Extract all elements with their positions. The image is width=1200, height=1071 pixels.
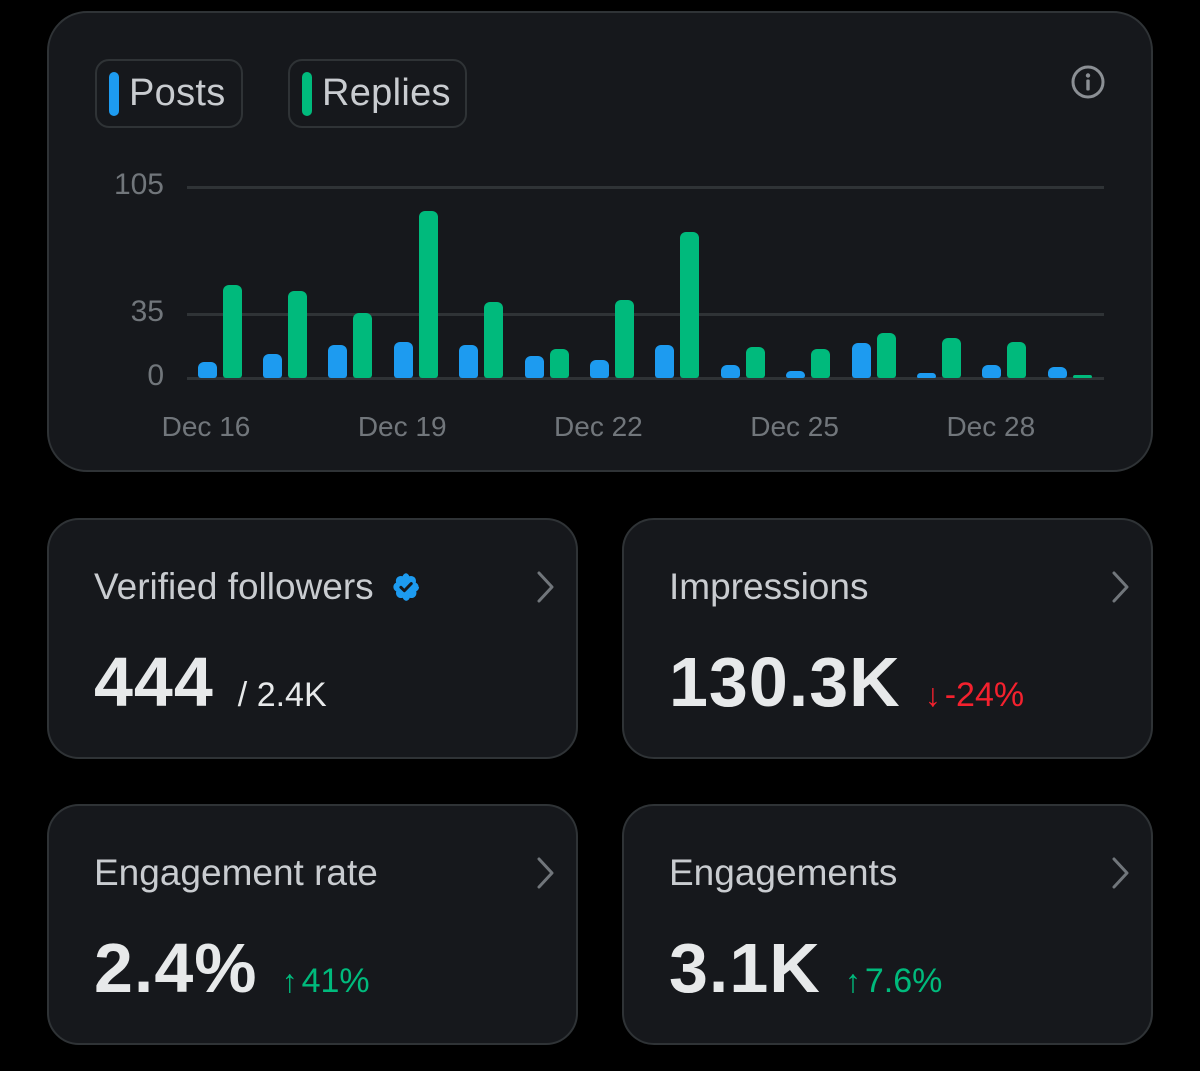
bar-posts[interactable] bbox=[851, 343, 871, 378]
info-icon[interactable] bbox=[1071, 65, 1105, 99]
bar-posts[interactable] bbox=[589, 359, 609, 378]
impressions-value: 130.3K bbox=[669, 643, 901, 721]
stat-card-engagement-rate[interactable]: Engagement rate 2.4% ↑ 41% bbox=[47, 804, 578, 1045]
bar-replies[interactable] bbox=[745, 347, 765, 378]
y-axis-tick-label: 35 bbox=[130, 295, 164, 329]
engagements-value: 3.1K bbox=[669, 929, 821, 1007]
bar-posts[interactable] bbox=[786, 370, 806, 378]
bar-posts[interactable] bbox=[393, 341, 413, 378]
bar-posts[interactable] bbox=[1047, 367, 1067, 378]
chevron-right-icon[interactable] bbox=[1111, 856, 1131, 890]
bar-posts[interactable] bbox=[720, 365, 740, 378]
bar-replies[interactable] bbox=[876, 332, 896, 378]
bar-replies[interactable] bbox=[941, 337, 961, 378]
bar-replies[interactable] bbox=[222, 285, 242, 378]
verified-followers-title: Verified followers bbox=[94, 566, 374, 607]
impressions-title: Impressions bbox=[669, 566, 869, 607]
bar-posts[interactable] bbox=[459, 345, 479, 378]
impressions-delta-text: -24% bbox=[944, 676, 1025, 714]
y-axis-tick-label: 105 bbox=[113, 168, 164, 201]
engagement-rate-delta-text: 41% bbox=[301, 962, 370, 1000]
chevron-right-icon[interactable] bbox=[536, 856, 556, 890]
bar-posts[interactable] bbox=[982, 365, 1002, 378]
impressions-delta: ↓ -24% bbox=[925, 676, 1024, 715]
legend-replies-label: Replies bbox=[322, 72, 451, 114]
stat-card-verified-followers[interactable]: Verified followers 444 / 2.4K bbox=[47, 518, 578, 759]
engagement-rate-title: Engagement rate bbox=[94, 852, 378, 893]
bar-replies[interactable] bbox=[549, 348, 569, 378]
bar-replies[interactable] bbox=[1072, 375, 1092, 378]
engagement-rate-delta: ↑ 41% bbox=[282, 962, 370, 1001]
legend-posts-label: Posts bbox=[129, 72, 226, 114]
bar-posts[interactable] bbox=[916, 372, 936, 378]
verified-followers-value: 444 bbox=[94, 643, 214, 721]
stat-card-impressions[interactable]: Impressions 130.3K ↓ -24% bbox=[622, 518, 1153, 759]
replies-color-swatch bbox=[302, 71, 312, 116]
engagements-delta: ↑ 7.6% bbox=[845, 962, 943, 1001]
x-axis-tick-label: Dec 16 bbox=[161, 411, 251, 442]
activity-chart-card: Posts Replies 0 35 105 Dec 16 Dec 19 Dec 22 De… bbox=[47, 11, 1153, 472]
posts-color-swatch bbox=[109, 71, 119, 116]
y-axis-tick-label: 0 bbox=[147, 359, 164, 392]
bar-replies[interactable] bbox=[484, 301, 504, 378]
bar-replies[interactable] bbox=[614, 299, 634, 378]
bar-posts[interactable] bbox=[262, 354, 282, 378]
stat-card-engagements[interactable]: Engagements 3.1K ↑ 7.6% bbox=[622, 804, 1153, 1045]
arrow-down-icon: ↓ bbox=[924, 677, 941, 713]
arrow-up-icon: ↑ bbox=[844, 963, 861, 999]
bar-posts[interactable] bbox=[524, 356, 544, 378]
stat-title: Verified followers bbox=[94, 566, 424, 608]
arrow-up-icon: ↑ bbox=[281, 963, 298, 999]
chevron-right-icon[interactable] bbox=[536, 570, 556, 604]
engagements-delta-text: 7.6% bbox=[864, 962, 943, 1000]
x-axis-tick-label: Dec 19 bbox=[357, 411, 447, 442]
bar-posts[interactable] bbox=[655, 345, 675, 378]
bar-posts[interactable] bbox=[197, 361, 217, 378]
bar-posts[interactable] bbox=[328, 345, 348, 378]
bar-replies[interactable] bbox=[418, 210, 438, 378]
x-axis-tick-label: Dec 28 bbox=[946, 411, 1036, 442]
bar-replies[interactable] bbox=[353, 312, 373, 378]
engagement-rate-value: 2.4% bbox=[94, 929, 258, 1007]
chevron-right-icon[interactable] bbox=[1111, 570, 1131, 604]
bar-chart-plot: 0 35 105 Dec 16 Dec 19 Dec 22 Dec 25 Dec 28 bbox=[49, 13, 1151, 470]
engagements-title: Engagements bbox=[669, 852, 898, 893]
bar-replies[interactable] bbox=[811, 348, 831, 378]
bar-replies[interactable] bbox=[680, 232, 700, 378]
x-axis-tick-label: Dec 22 bbox=[554, 411, 643, 442]
legend-posts-toggle[interactable]: Posts bbox=[95, 59, 243, 128]
legend-replies-toggle[interactable]: Replies bbox=[288, 59, 467, 128]
bar-replies[interactable] bbox=[287, 290, 307, 378]
gridline bbox=[187, 313, 1104, 317]
bar-replies[interactable] bbox=[1007, 341, 1027, 378]
gridline bbox=[187, 186, 1104, 189]
gridline bbox=[187, 377, 1104, 380]
total-followers-value: / 2.4K bbox=[237, 676, 327, 714]
verified-badge-icon bbox=[393, 573, 419, 601]
x-axis-tick-label: Dec 25 bbox=[750, 411, 839, 442]
